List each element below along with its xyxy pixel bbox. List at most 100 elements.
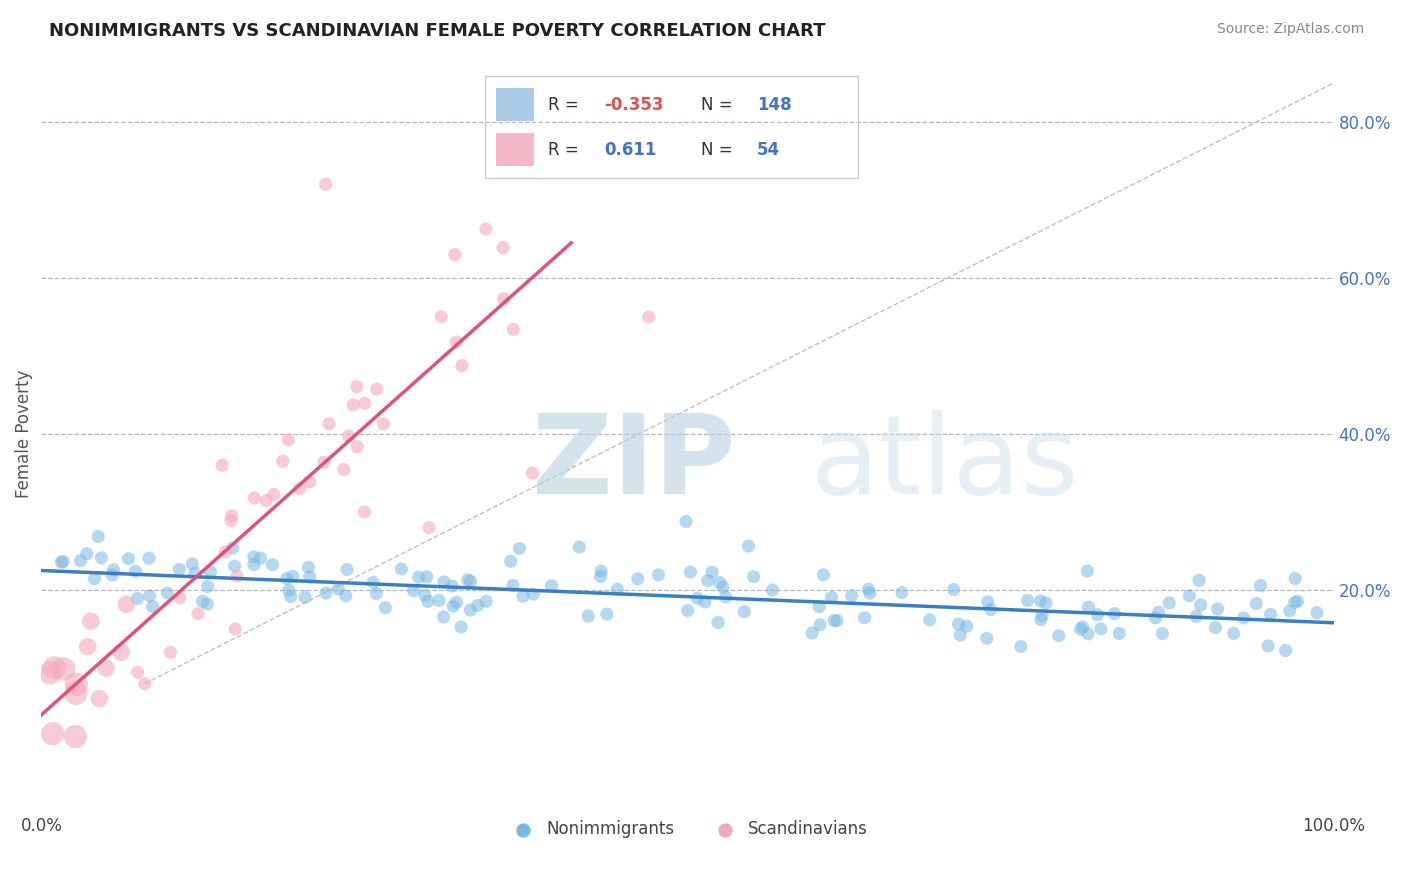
Point (1010, 640, 1032, 654)
Point (103, 563, 125, 577)
Point (1286, 594, 1309, 608)
Point (211, 458, 233, 473)
Point (709, 575, 731, 590)
Point (693, 595, 716, 609)
Point (441, 599, 464, 614)
Point (1144, 611, 1167, 625)
Point (508, 541, 530, 556)
Point (679, 565, 702, 579)
Point (948, 617, 970, 632)
Point (51, 555, 73, 569)
Point (184, 566, 207, 580)
Point (702, 565, 724, 579)
Point (277, 433, 299, 447)
Point (1250, 578, 1272, 592)
Point (366, 586, 388, 600)
Point (328, 582, 350, 596)
Point (127, 665, 149, 680)
Point (1278, 604, 1301, 618)
Point (80, 614, 103, 628)
Point (1159, 596, 1181, 610)
Point (298, 570, 321, 584)
Point (1031, 608, 1053, 623)
Point (627, 572, 650, 586)
Point (637, 310, 659, 324)
Point (249, 551, 271, 566)
Point (942, 582, 965, 597)
Point (115, 597, 138, 611)
Point (195, 597, 218, 611)
Point (276, 572, 298, 586)
Text: NONIMMIGRANTS VS SCANDINAVIAN FEMALE POVERTY CORRELATION CHART: NONIMMIGRANTS VS SCANDINAVIAN FEMALE POV… (49, 22, 825, 40)
Point (138, 551, 160, 566)
Point (52, 662, 75, 676)
Point (373, 417, 395, 431)
Point (1284, 572, 1306, 586)
Point (138, 589, 160, 603)
Point (243, 558, 266, 572)
Point (707, 615, 730, 630)
Point (427, 593, 450, 607)
Point (254, 493, 277, 508)
Text: 148: 148 (756, 95, 792, 113)
Point (191, 594, 214, 608)
Point (1306, 606, 1329, 620)
Point (467, 599, 489, 613)
Point (676, 604, 699, 618)
Point (110, 645, 132, 659)
Point (949, 628, 972, 642)
Point (271, 454, 294, 468)
Point (761, 583, 783, 598)
Point (65, 677, 87, 691)
Point (589, 569, 612, 583)
Point (568, 540, 591, 554)
Text: 54: 54 (756, 141, 780, 159)
Point (243, 491, 266, 505)
Point (451, 359, 474, 373)
Point (366, 382, 388, 396)
Point (1104, 607, 1126, 621)
Point (294, 590, 316, 604)
Point (181, 557, 204, 571)
Point (346, 380, 368, 394)
Point (416, 594, 439, 608)
Point (492, 241, 515, 255)
Point (1070, 622, 1092, 636)
Point (492, 292, 515, 306)
Point (1284, 595, 1306, 609)
Point (222, 541, 245, 555)
Point (1185, 609, 1208, 624)
Point (499, 554, 522, 568)
Point (841, 589, 863, 603)
Point (686, 591, 709, 606)
Point (711, 580, 734, 594)
Point (1029, 594, 1052, 608)
Point (1274, 643, 1296, 657)
Point (742, 570, 765, 584)
Point (460, 574, 482, 589)
Point (408, 570, 430, 584)
Text: Source: ZipAtlas.com: Source: ZipAtlas.com (1216, 22, 1364, 37)
Point (337, 429, 360, 443)
Point (42, 727, 65, 741)
Point (475, 594, 498, 608)
Point (219, 513, 242, 527)
Point (441, 579, 464, 593)
Point (976, 595, 998, 609)
Point (1188, 574, 1211, 588)
Point (336, 562, 359, 576)
Point (859, 586, 882, 600)
Point (346, 440, 368, 454)
Point (1077, 627, 1099, 641)
Point (374, 600, 396, 615)
Point (353, 396, 375, 410)
Point (117, 551, 139, 566)
Point (87, 529, 110, 543)
Point (980, 602, 1002, 616)
Point (297, 560, 319, 574)
Bar (496, 133, 533, 166)
Point (432, 610, 454, 624)
Point (413, 588, 436, 602)
Point (224, 622, 246, 636)
Point (65, 730, 87, 744)
